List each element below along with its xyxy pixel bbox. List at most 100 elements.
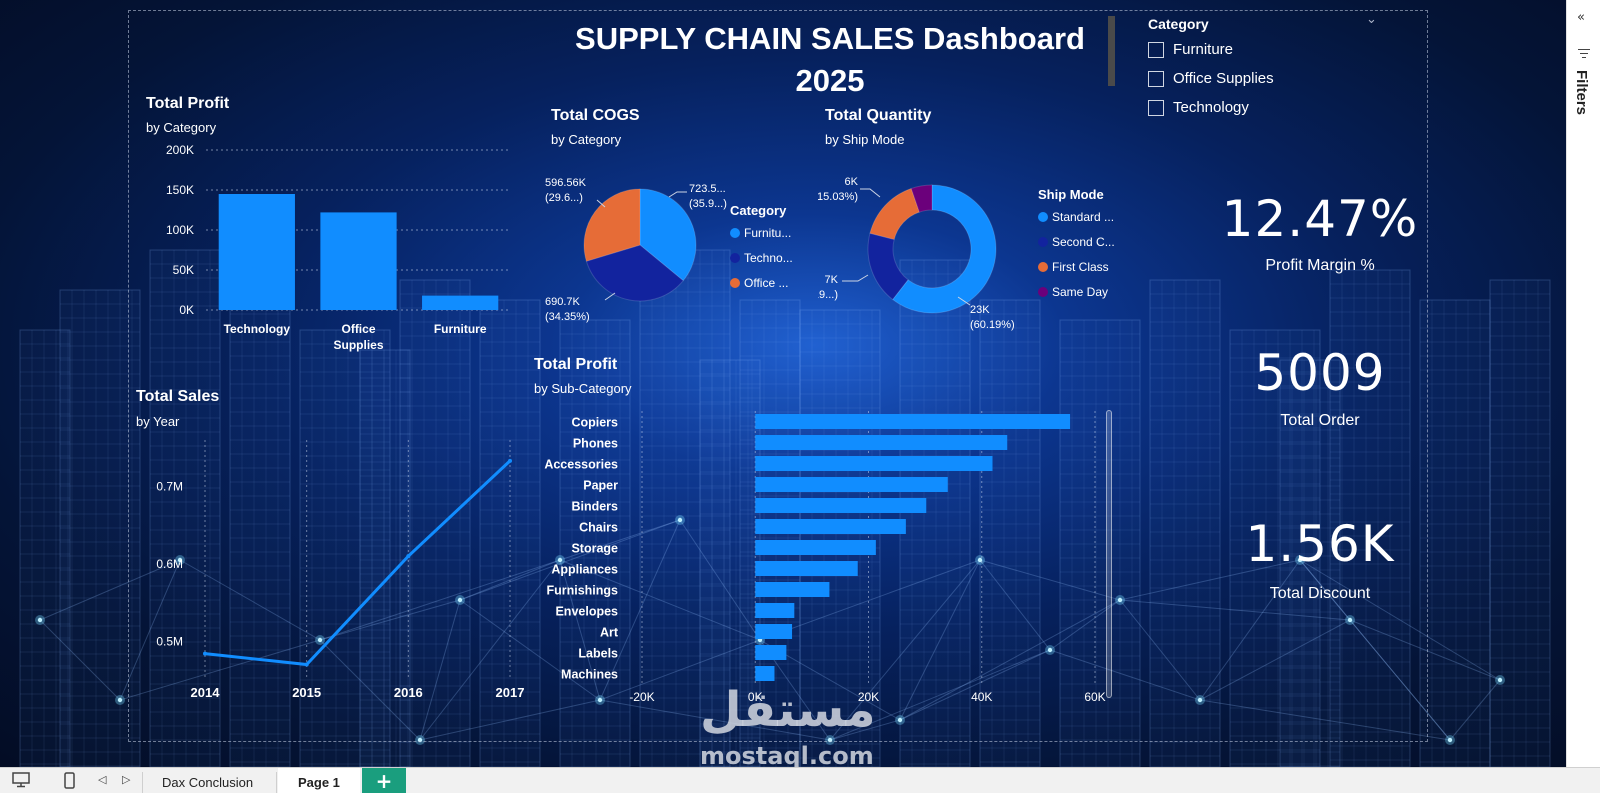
tab-dax-conclusion[interactable]: Dax Conclusion (162, 775, 254, 790)
bg-building (899, 259, 971, 767)
checkbox[interactable] (1148, 70, 1164, 87)
legend-marker (1038, 262, 1048, 272)
bg-building (299, 329, 391, 767)
legend-marker (730, 253, 740, 263)
slice-standard-class[interactable] (891, 184, 997, 314)
quantity-by-shipmode-chart[interactable]: 23K (60.19%) 7K (19...) 6K (15.03%) Ship Mode S… (818, 165, 1118, 365)
subcategory-scrollbar[interactable] (1106, 410, 1112, 698)
profit-by-subcategory-chart[interactable]: -20K 0K 20K 40K 60K Copiers Phones Accessories P… (530, 405, 1130, 735)
city-network-background (19, 249, 1551, 767)
next-page-icon[interactable]: ▷ (122, 773, 131, 786)
slice-office-supplies[interactable] (583, 188, 641, 262)
bar-furniture[interactable] (422, 295, 499, 310)
bar-storage[interactable] (755, 540, 876, 555)
sales-by-year-chart[interactable]: 2014 2015 2016 2017 0.5M 0.6M 0.7M (130, 430, 530, 760)
legend-item[interactable]: Techno... (744, 251, 793, 265)
checkbox[interactable] (1148, 41, 1164, 58)
bg-building (1489, 279, 1551, 767)
y-tick-label: Binders (571, 500, 618, 514)
profit-by-category-chart[interactable]: 0K 50K 100K 150K 200K Technology Office Supplie… (136, 140, 536, 370)
bg-network-node (117, 697, 123, 703)
legend-item[interactable]: First Class (1052, 260, 1109, 274)
bar-machines[interactable] (755, 666, 775, 681)
qty-shipmode-title: Total Quantity (825, 107, 932, 124)
bg-network-node (37, 617, 43, 623)
legend-marker (1038, 287, 1048, 297)
legend-item[interactable]: Office ... (744, 276, 788, 290)
filter-pane[interactable]: « Filters (1566, 0, 1600, 767)
slice-same-day[interactable] (910, 184, 933, 213)
bg-building (19, 329, 71, 767)
bar-copiers[interactable] (755, 414, 1071, 429)
y-tick-label: 0.6M (156, 557, 183, 571)
slice-furniture[interactable] (639, 188, 697, 282)
bg-network-line (39, 619, 121, 701)
bar-envelopes[interactable] (755, 603, 795, 618)
cogs-category-title: Total COGS (551, 107, 640, 124)
bar-phones[interactable] (755, 435, 1008, 450)
cogs-by-category-chart[interactable]: 723.5... (35.9...) 690.7K (34.35%) 596.56K (2… (545, 165, 815, 365)
slicer-item-furniture[interactable]: Furniture (1148, 41, 1233, 58)
slicer-item-technology[interactable]: Technology (1148, 99, 1249, 116)
desktop-view-icon[interactable] (12, 772, 30, 792)
bg-network-line (419, 599, 461, 741)
bar-binders[interactable] (755, 498, 927, 513)
bar-chairs[interactable] (755, 519, 906, 534)
slice-technology[interactable] (585, 244, 684, 302)
bar-paper[interactable] (755, 477, 948, 492)
line-point[interactable] (203, 651, 207, 656)
line-point[interactable] (406, 554, 411, 559)
slice-second-class[interactable] (867, 232, 909, 301)
report-canvas: SUPPLY CHAIN SALES Dashboard 2025 Catego… (0, 0, 1566, 767)
bg-network-line (599, 699, 831, 741)
checkbox[interactable] (1148, 99, 1164, 116)
bg-building (639, 249, 731, 767)
add-page-button[interactable]: + (362, 768, 406, 793)
sales-line[interactable] (204, 459, 512, 667)
x-tick-label: Furniture (434, 322, 487, 336)
slicer-item-office-supplies[interactable]: Office Supplies (1148, 70, 1274, 87)
prev-page-icon[interactable]: ◁ (98, 773, 107, 786)
leader-line (596, 199, 606, 208)
y-tick-label: Envelopes (555, 605, 618, 619)
bar-appliances[interactable] (755, 561, 858, 576)
profit-category-subtitle: by Category (146, 120, 217, 135)
bg-network-line (419, 699, 601, 741)
filters-label[interactable]: Filters (1573, 70, 1590, 116)
legend-item[interactable]: Same Day (1052, 285, 1108, 299)
profit-margin-label: Profit Margin % (1265, 257, 1375, 274)
filter-lines-icon[interactable] (1578, 46, 1590, 61)
tab-page-1[interactable]: Page 1 (278, 768, 360, 793)
mobile-view-icon[interactable] (64, 772, 76, 793)
bg-network-line (319, 559, 561, 641)
bar-accessories[interactable] (755, 456, 993, 471)
bg-network-line (899, 649, 1051, 721)
total-discount-label: Total Discount (1269, 585, 1371, 602)
bar-furnishings[interactable] (755, 582, 830, 597)
leader-line (957, 296, 971, 306)
bar-art[interactable] (755, 624, 793, 639)
line-point[interactable] (508, 458, 512, 463)
bar-office-supplies[interactable] (320, 212, 397, 310)
legend-item[interactable]: Second C... (1052, 235, 1115, 249)
line-point[interactable] (304, 662, 309, 667)
bar-labels[interactable] (755, 645, 787, 660)
chevron-down-icon[interactable]: ⌄ (1366, 12, 1377, 27)
legend-title: Ship Mode (1038, 187, 1104, 202)
page-tab-bar: ◁ ▷ Dax Conclusion Page 1 + (0, 767, 1600, 793)
bg-network-node (677, 517, 683, 523)
data-label: 723.5... (689, 183, 726, 195)
legend-item[interactable]: Standard ... (1052, 210, 1114, 224)
collapse-chevron-icon[interactable]: « (1577, 10, 1585, 25)
bg-network-node (317, 637, 323, 643)
legend-item[interactable]: Furnitu... (744, 226, 791, 240)
y-tick-label: 200K (166, 143, 194, 157)
slice-first-class[interactable] (869, 187, 920, 241)
bar-technology[interactable] (218, 194, 295, 310)
report-frame (128, 10, 1428, 742)
legend-marker (1038, 212, 1048, 222)
bg-building (1149, 279, 1221, 767)
bg-network-node (1047, 647, 1053, 653)
data-label: 690.7K (545, 296, 581, 308)
bg-building (359, 349, 411, 767)
